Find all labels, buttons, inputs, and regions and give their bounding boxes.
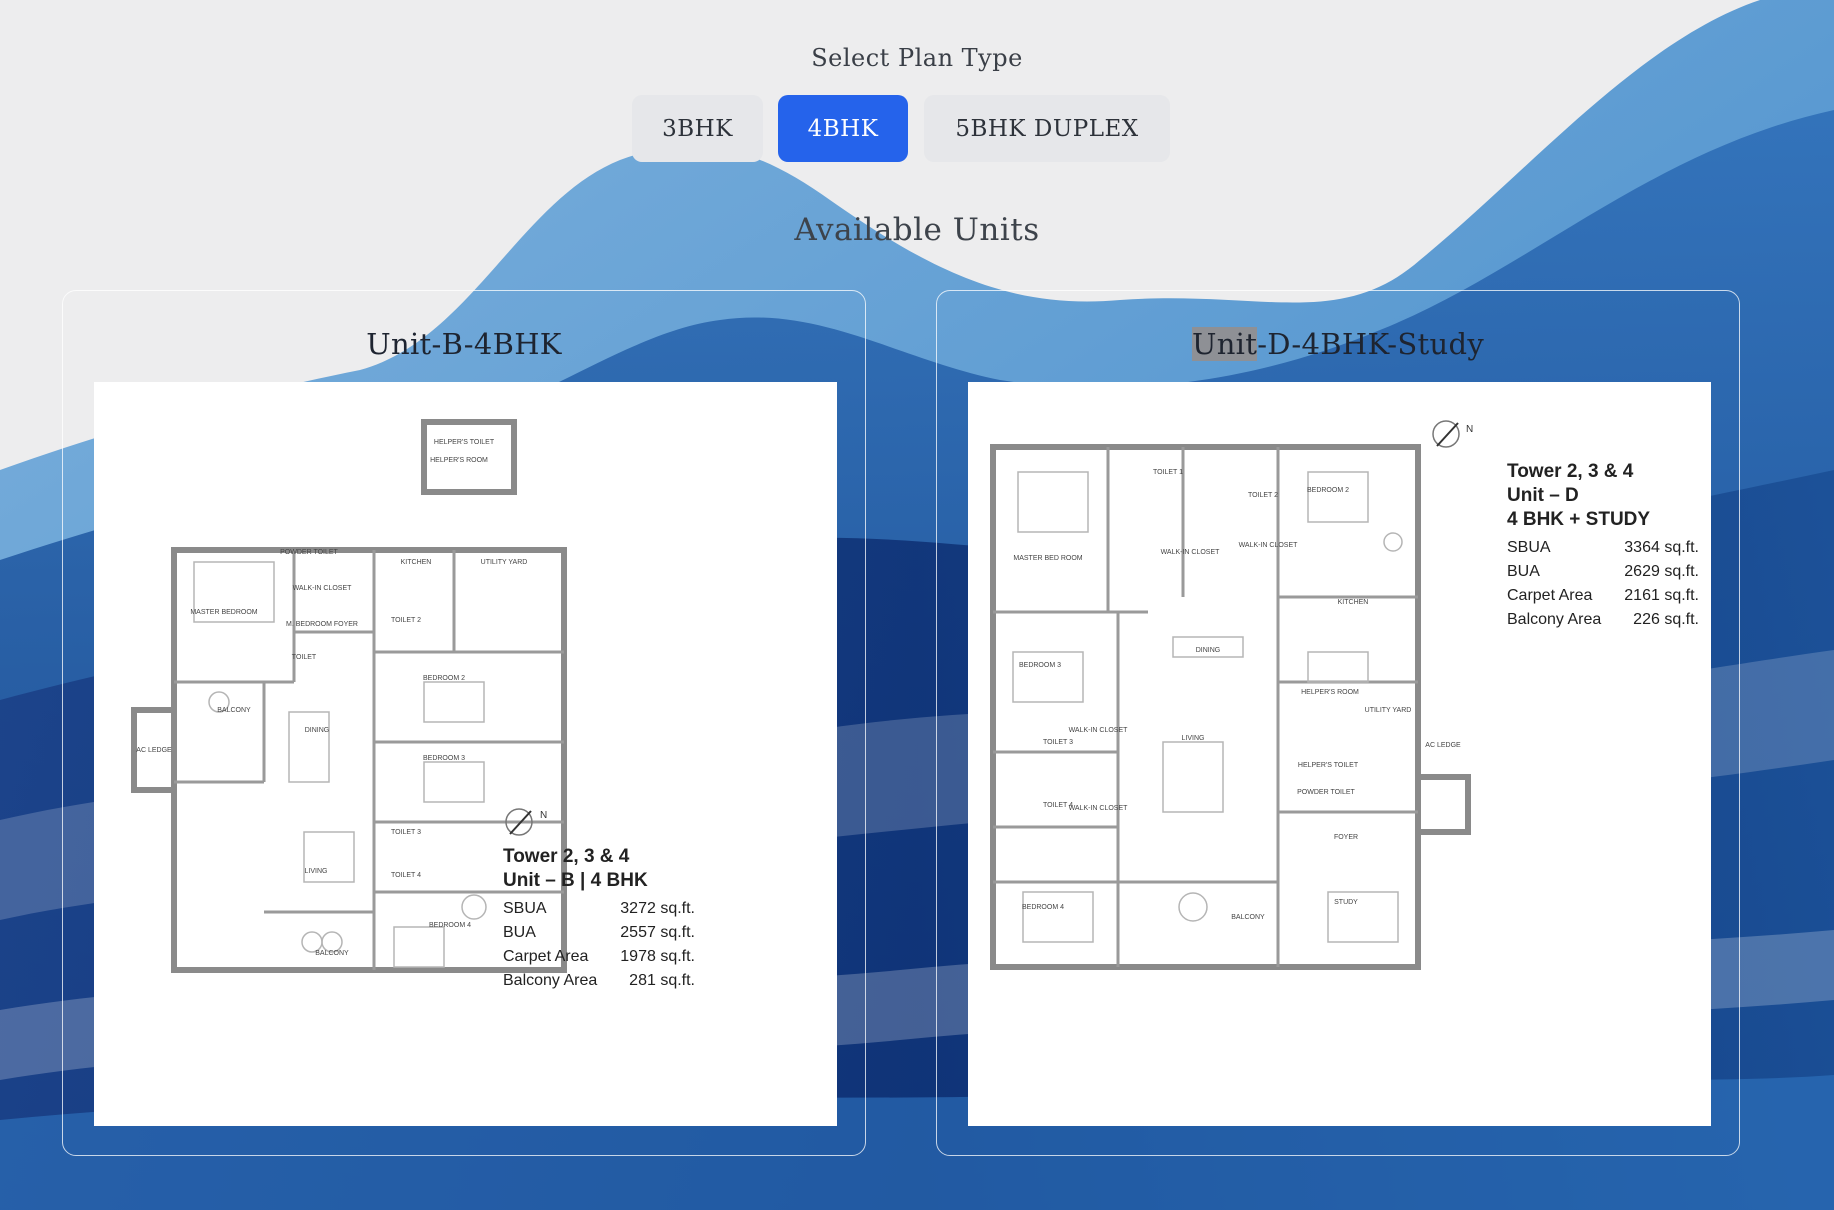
tab-5bhk-duplex[interactable]: 5BHK DUPLEX <box>924 95 1170 162</box>
svg-text:MASTER BED ROOM: MASTER BED ROOM <box>1013 555 1082 562</box>
svg-text:LIVING: LIVING <box>1182 735 1205 742</box>
floor-plan-image[interactable]: HELPER'S TOILET HELPER'S ROOM MASTER BED… <box>94 382 837 1126</box>
svg-text:STUDY: STUDY <box>1334 899 1358 906</box>
unit-card-d: Unit-D-4BHK-Study <box>936 290 1740 1156</box>
svg-text:HELPER'S ROOM: HELPER'S ROOM <box>430 457 488 464</box>
area-row: Balcony Area 281 sq.ft. <box>503 972 695 989</box>
svg-text:BEDROOM 4: BEDROOM 4 <box>1022 904 1064 911</box>
svg-text:TOILET 3: TOILET 3 <box>1043 739 1073 746</box>
area-row: Carpet Area 1978 sq.ft. <box>503 948 695 965</box>
svg-text:POWDER TOILET: POWDER TOILET <box>1297 789 1355 796</box>
svg-text:BEDROOM 3: BEDROOM 3 <box>423 755 465 762</box>
svg-text:TOILET 2: TOILET 2 <box>391 617 421 624</box>
svg-text:WALK-IN CLOSET: WALK-IN CLOSET <box>1069 727 1129 734</box>
floor-plan-image[interactable]: MASTER BED ROOM TOILET 1 TOILET 2 BEDROO… <box>968 382 1711 1126</box>
svg-text:UTILITY YARD: UTILITY YARD <box>1365 707 1412 714</box>
svg-text:KITCHEN: KITCHEN <box>401 559 432 566</box>
svg-text:AC LEDGE: AC LEDGE <box>1425 742 1461 749</box>
svg-text:MASTER BEDROOM: MASTER BEDROOM <box>190 609 257 616</box>
unit-type-label: Unit – D <box>1507 485 1579 506</box>
unit-title-rest: -D-4BHK-Study <box>1257 327 1485 361</box>
svg-text:BEDROOM 2: BEDROOM 2 <box>423 675 465 682</box>
unit-card-b: Unit-B-4BHK <box>62 290 866 1156</box>
svg-text:BEDROOM 2: BEDROOM 2 <box>1307 487 1349 494</box>
floor-plan-drawing: MASTER BED ROOM TOILET 1 TOILET 2 BEDROO… <box>990 420 1473 970</box>
svg-text:WALK-IN CLOSET: WALK-IN CLOSET <box>1069 805 1129 812</box>
svg-text:TOILET: TOILET <box>292 654 317 661</box>
svg-text:TOILET 4: TOILET 4 <box>391 872 421 879</box>
svg-text:HELPER'S ROOM: HELPER'S ROOM <box>1301 689 1359 696</box>
area-row: SBUA 3364 sq.ft. <box>1507 539 1699 556</box>
floor-plan-drawing: HELPER'S TOILET HELPER'S ROOM MASTER BED… <box>131 419 567 973</box>
svg-text:BALCONY: BALCONY <box>217 707 251 714</box>
plan-type-heading: Select Plan Type <box>811 44 1023 72</box>
compass-icon: N <box>505 808 547 836</box>
unit-title-highlight: Unit <box>1191 327 1258 361</box>
area-row: BUA 2557 sq.ft. <box>503 924 695 941</box>
svg-text:WALK-IN CLOSET: WALK-IN CLOSET <box>293 585 353 592</box>
unit-area-table: Tower 2, 3 & 4 Unit – D 4 BHK + STUDY SB… <box>1507 460 1699 632</box>
svg-text:N: N <box>1466 424 1473 435</box>
area-row: Carpet Area 2161 sq.ft. <box>1507 587 1699 604</box>
svg-text:BALCONY: BALCONY <box>315 950 349 957</box>
tab-4bhk[interactable]: 4BHK <box>778 95 908 162</box>
svg-text:KITCHEN: KITCHEN <box>1338 599 1369 606</box>
tab-3bhk[interactable]: 3BHK <box>632 95 763 162</box>
svg-text:HELPER'S TOILET: HELPER'S TOILET <box>434 439 495 446</box>
svg-text:BALCONY: BALCONY <box>1231 914 1265 921</box>
unit-type-label: Unit – B | 4 BHK <box>503 870 648 891</box>
compass-icon: N <box>1432 420 1473 448</box>
svg-text:HELPER'S TOILET: HELPER'S TOILET <box>1298 762 1359 769</box>
svg-text:TOILET 2: TOILET 2 <box>1248 492 1278 499</box>
tower-label: Tower 2, 3 & 4 <box>1507 461 1634 482</box>
tower-label: Tower 2, 3 & 4 <box>503 846 630 867</box>
svg-text:BEDROOM 3: BEDROOM 3 <box>1019 662 1061 669</box>
unit-title: Unit-D-4BHK-Study <box>937 327 1739 361</box>
svg-text:TOILET 4: TOILET 4 <box>1043 802 1073 809</box>
svg-text:AC LEDGE: AC LEDGE <box>136 747 172 754</box>
svg-text:TOILET 3: TOILET 3 <box>391 829 421 836</box>
svg-text:N: N <box>540 810 547 821</box>
svg-text:DINING: DINING <box>1196 647 1221 654</box>
svg-text:DINING: DINING <box>305 727 330 734</box>
area-row: Balcony Area 226 sq.ft. <box>1507 611 1699 628</box>
area-row: SBUA 3272 sq.ft. <box>503 900 695 917</box>
svg-text:LIVING: LIVING <box>305 868 328 875</box>
svg-text:FOYER: FOYER <box>1334 834 1358 841</box>
svg-text:M. BEDROOM FOYER: M. BEDROOM FOYER <box>286 621 358 628</box>
svg-text:BEDROOM 4: BEDROOM 4 <box>429 922 471 929</box>
unit-title: Unit-B-4BHK <box>366 327 562 361</box>
unit-area-table: Tower 2, 3 & 4 Unit – B | 4 BHK SBUA 3272… <box>503 845 695 993</box>
area-row: BUA 2629 sq.ft. <box>1507 563 1699 580</box>
svg-text:WALK-IN CLOSET: WALK-IN CLOSET <box>1239 542 1299 549</box>
available-units-heading: Available Units <box>794 212 1040 248</box>
svg-text:UTILITY YARD: UTILITY YARD <box>481 559 528 566</box>
svg-text:POWDER TOILET: POWDER TOILET <box>280 549 338 556</box>
svg-text:WALK-IN CLOSET: WALK-IN CLOSET <box>1161 549 1221 556</box>
svg-text:TOILET 1: TOILET 1 <box>1153 469 1183 476</box>
unit-type-label-2: 4 BHK + STUDY <box>1507 509 1651 530</box>
